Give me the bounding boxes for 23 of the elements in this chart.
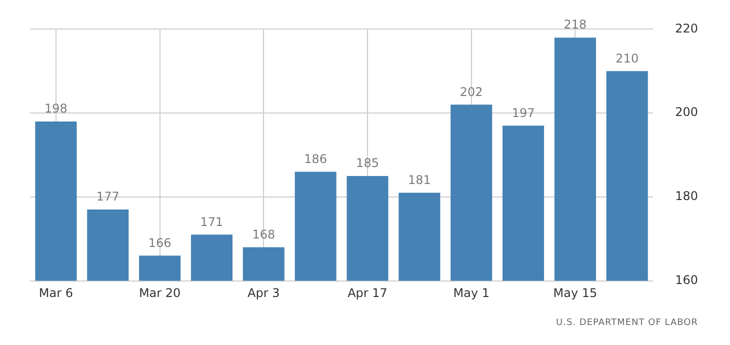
x-tick-label: Apr 3 <box>248 286 280 300</box>
y-tick-label: 180 <box>675 189 698 204</box>
data-label: 166 <box>148 236 172 250</box>
text: U.S. DEPARTMENT OF LABOR <box>556 318 698 328</box>
data-label: 185 <box>356 156 379 170</box>
data-label: 177 <box>96 190 120 204</box>
x-tick-label: Mar 20 <box>138 286 181 300</box>
y-tick-label: 200 <box>675 105 698 120</box>
data-label: 181 <box>408 172 431 187</box>
data-label: 202 <box>460 84 483 99</box>
y-tick-label: 220 <box>675 21 698 36</box>
x-tick-label: Mar 6 <box>38 286 74 300</box>
data-label: 168 <box>252 227 276 242</box>
x-tick-label: Apr 17 <box>348 286 388 300</box>
data-label: 171 <box>200 214 224 229</box>
x-tick-label: May 15 <box>553 286 598 300</box>
y-tick-label: 160 <box>675 272 698 287</box>
data-label: 197 <box>512 106 535 120</box>
data-label: 218 <box>564 18 587 32</box>
data-label: 186 <box>304 152 328 166</box>
data-label: 198 <box>44 102 68 116</box>
data-label: 210 <box>616 51 639 66</box>
x-tick-label: May 1 <box>453 286 490 300</box>
